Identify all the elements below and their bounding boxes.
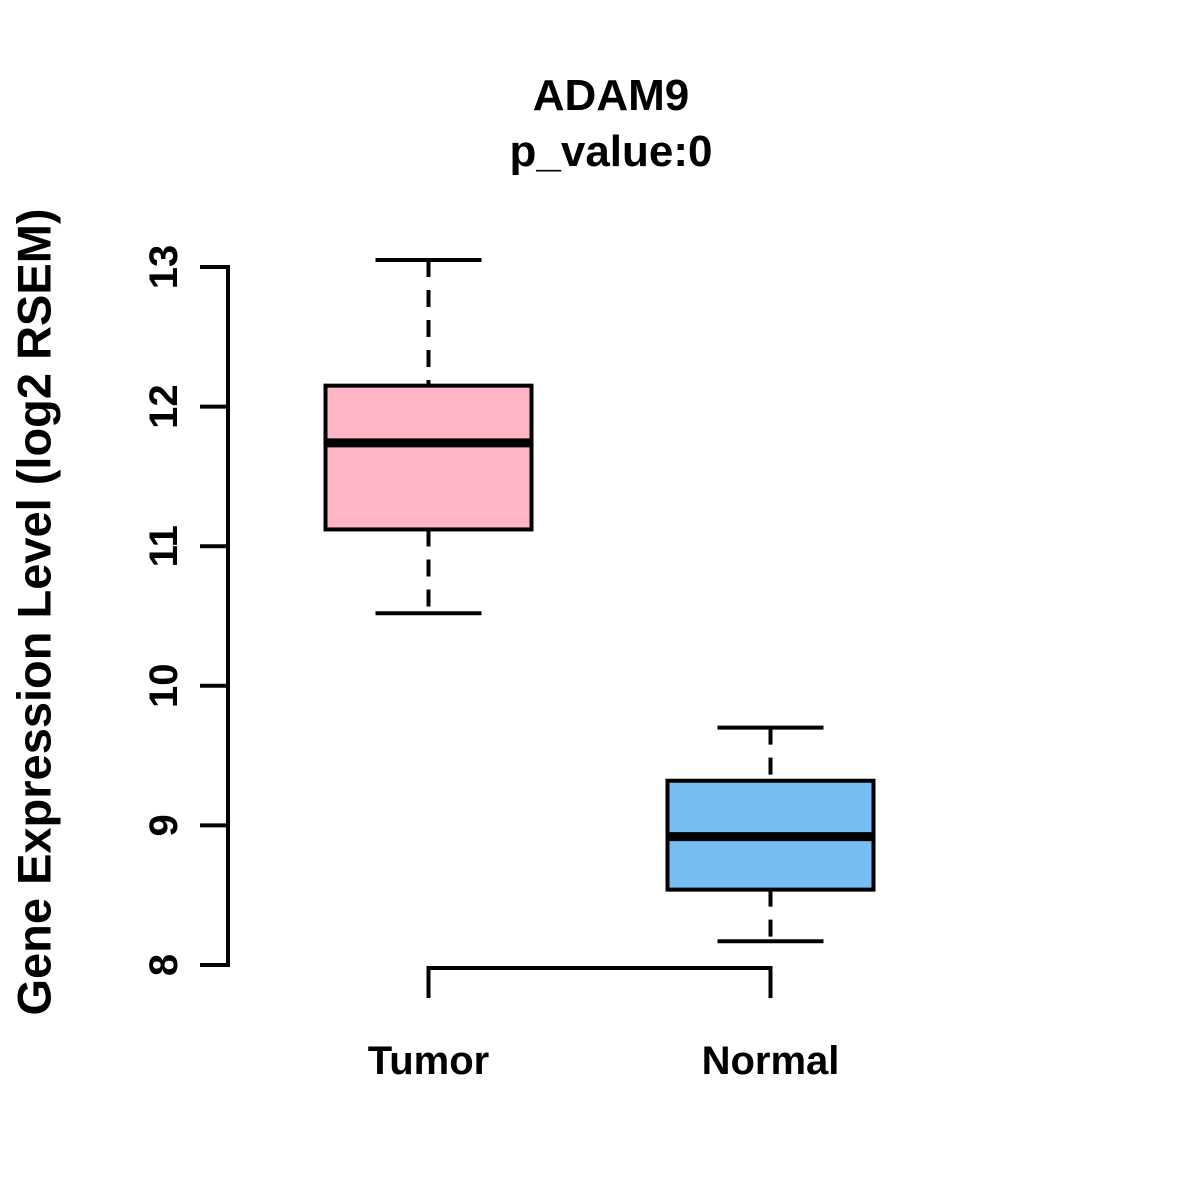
y-tick-label: 8 xyxy=(142,954,186,976)
y-tick-label: 9 xyxy=(142,814,186,836)
chart-title: ADAM9 xyxy=(532,71,690,120)
x-label-normal: Normal xyxy=(702,1039,840,1083)
x-label-tumor: Tumor xyxy=(368,1039,489,1083)
y-tick-label: 10 xyxy=(142,664,186,709)
chart-subtitle: p_value:0 xyxy=(509,127,713,176)
box-tumor xyxy=(323,383,534,532)
y-tick-label: 12 xyxy=(142,384,186,429)
x-axis-bracket xyxy=(426,966,773,998)
y-tick-label: 13 xyxy=(142,245,186,290)
y-tick-label: 11 xyxy=(142,525,186,567)
